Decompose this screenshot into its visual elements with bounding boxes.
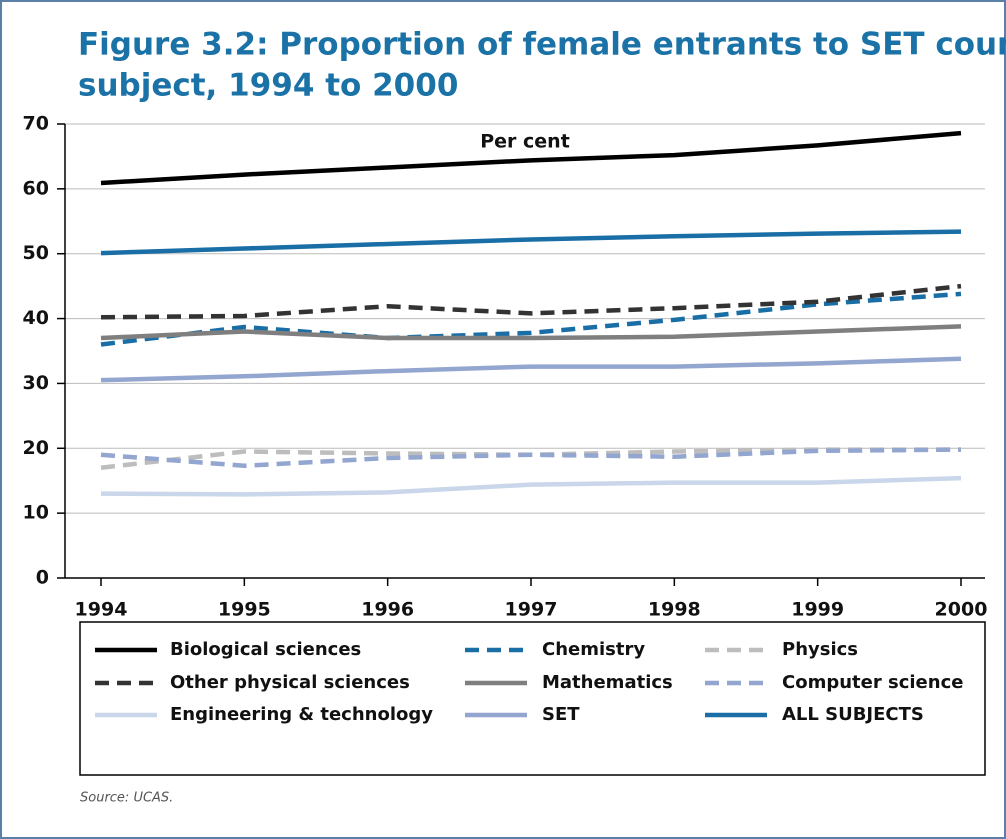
legend-label: ALL SUBJECTS: [782, 704, 924, 725]
x-tick-label: 1996: [361, 599, 414, 621]
legend-label: Engineering & technology: [170, 704, 433, 725]
legend-label: Mathematics: [542, 672, 673, 693]
legend: [79, 621, 986, 776]
y-tick-label: 20: [23, 437, 49, 459]
series-line: [100, 447, 962, 469]
chart-title: subject, 1994 to 2000: [78, 68, 458, 104]
y-tick-label: 0: [36, 567, 49, 589]
y-tick-label: 40: [23, 307, 49, 329]
series-line: [100, 324, 962, 341]
series-line: [100, 283, 962, 320]
legend-label: Biological sciences: [170, 639, 361, 660]
x-tick-label: 2000: [935, 599, 988, 621]
y-tick-label: 70: [23, 113, 49, 135]
series-line: [100, 291, 962, 347]
legend-label: SET: [542, 704, 580, 725]
y-tick-label: 10: [23, 502, 49, 524]
legend-label: Physics: [782, 639, 858, 660]
legend-label: Computer science: [782, 672, 963, 693]
x-tick-label: 1994: [75, 599, 128, 621]
x-tick-label: 1998: [648, 599, 701, 621]
series-line: [100, 130, 962, 186]
series-line: [100, 356, 962, 383]
x-tick-label: 1995: [218, 599, 271, 621]
x-tick-label: 1997: [505, 599, 558, 621]
y-axis-label: Per cent: [480, 131, 570, 153]
source: Source: UCAS.: [80, 791, 173, 806]
legend-label: Other physical sciences: [170, 672, 410, 693]
legend-label: Chemistry: [542, 639, 645, 660]
series-line: [100, 229, 962, 256]
y-tick-label: 50: [23, 242, 49, 264]
x-tick-label: 1999: [791, 599, 844, 621]
chart-title: Figure 3.2: Proportion of female entrant…: [78, 27, 1006, 63]
y-tick-label: 30: [23, 372, 49, 394]
series-line: [100, 475, 962, 497]
y-tick-label: 60: [23, 177, 49, 199]
